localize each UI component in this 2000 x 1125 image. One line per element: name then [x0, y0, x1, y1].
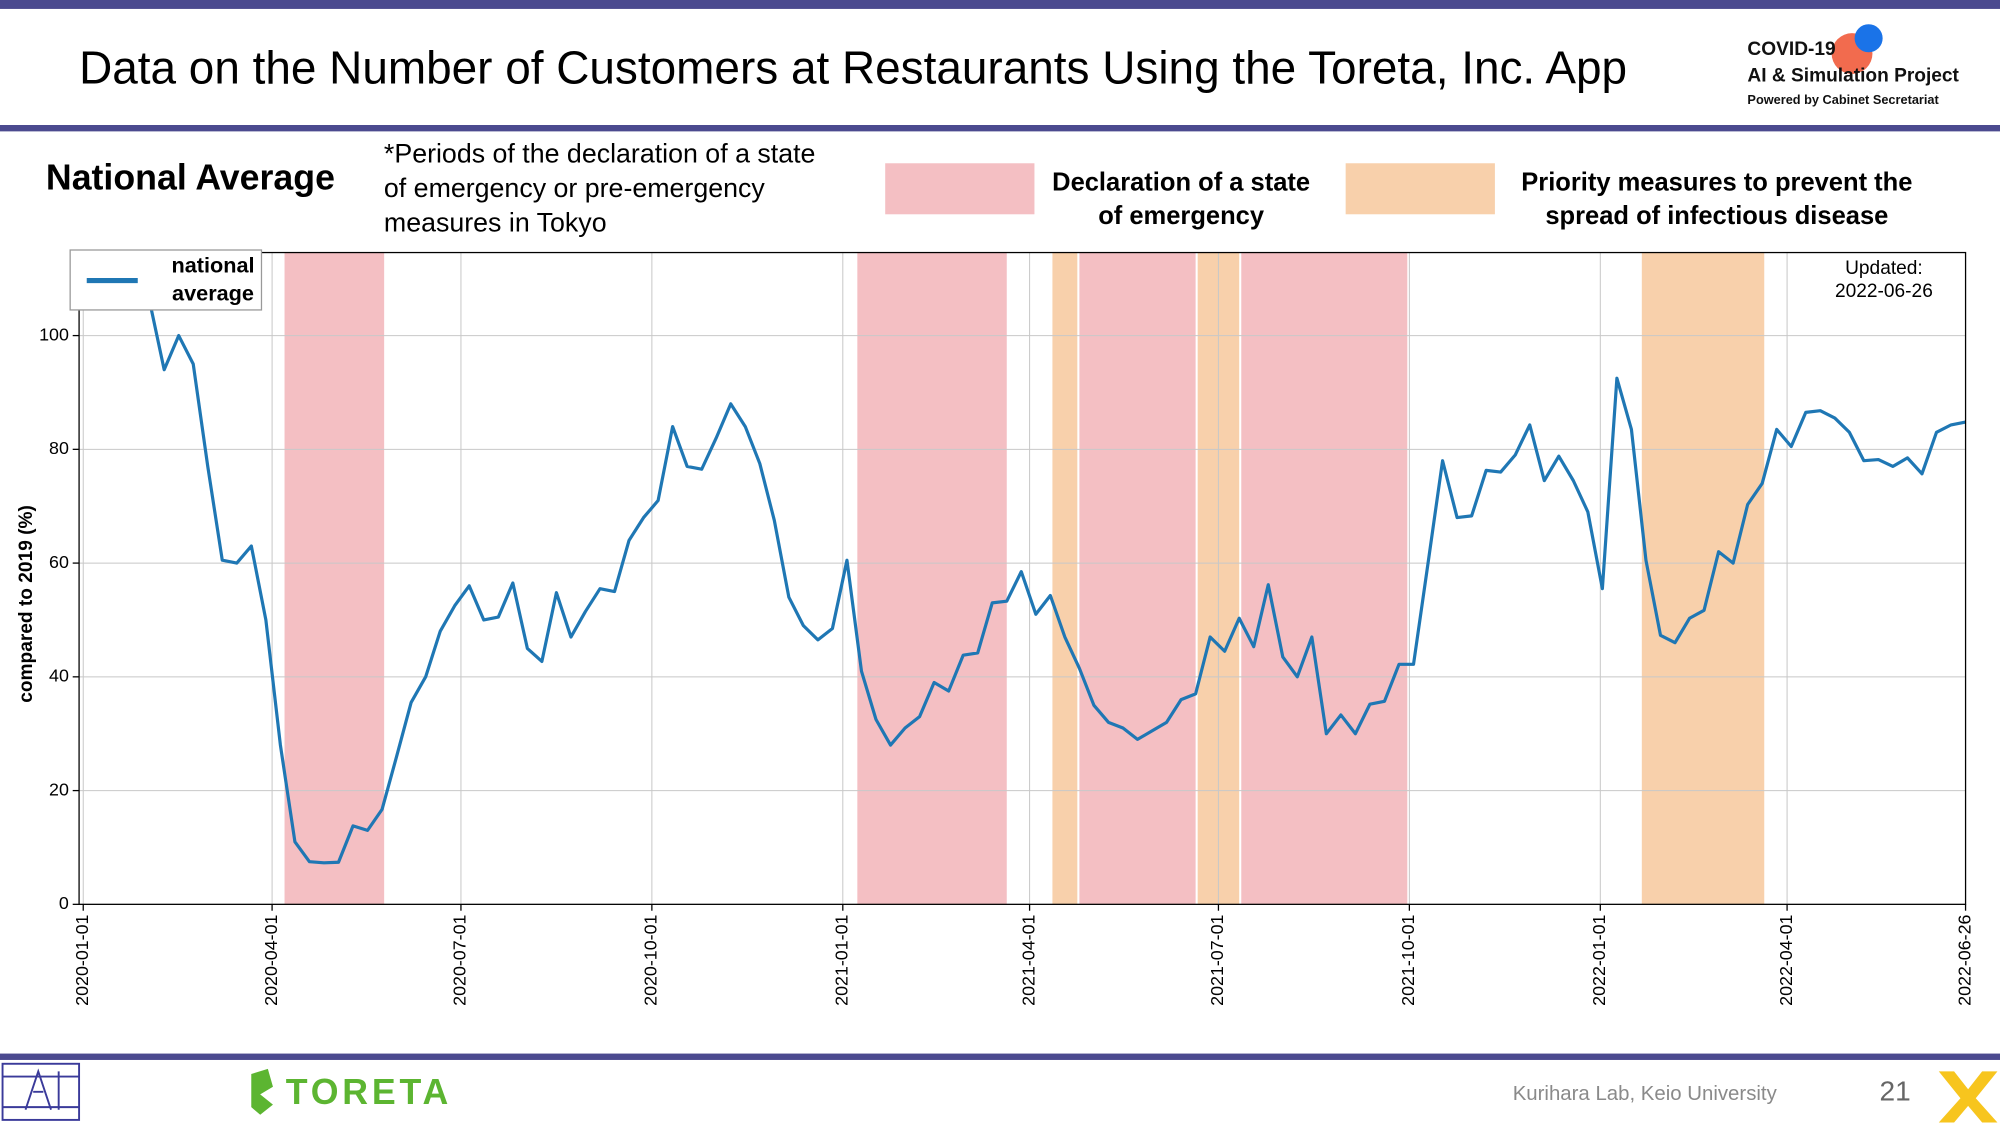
- x-tick-label: 2020-07-01: [450, 914, 470, 1005]
- x-tick-label: 2022-01-01: [1589, 914, 1609, 1005]
- period-band: [1052, 252, 1078, 905]
- legend-box: [69, 249, 263, 311]
- top-bar: [0, 0, 2000, 9]
- page-number: 21: [1880, 1076, 1911, 1107]
- brand-icon: [251, 1068, 273, 1115]
- x-tick-label: 2022-04-01: [1776, 914, 1796, 1005]
- y-tick-label: 0: [59, 893, 69, 913]
- x-tick-label: 2021-01-01: [832, 914, 852, 1005]
- x-tick-label: 2020-10-01: [641, 914, 661, 1005]
- legend-label: national average: [171, 252, 254, 305]
- y-tick-label: 20: [49, 779, 69, 799]
- plot: 0 20 40 60 80 100 2020-01-01 2020-04-01 2020-07-…: [16, 249, 1974, 1006]
- period-band: [1079, 252, 1196, 905]
- y-tick-label: 40: [49, 666, 69, 686]
- y-axis-label: compared to 2019 (%): [16, 505, 37, 703]
- x-tick-label: 2022-06-26: [1954, 914, 1974, 1005]
- legend-label: Declaration of a state of emergency: [1052, 168, 1310, 229]
- x-tick-label: 2021-07-01: [1207, 914, 1227, 1005]
- footer-rule: [0, 1053, 2000, 1060]
- footer-credit: Kurihara Lab, Keio University: [1513, 1083, 1778, 1105]
- period-band: [1641, 252, 1765, 905]
- lab-logo: [1, 1062, 81, 1121]
- chart-subtitle: *Periods of the declaration of a state of…: [384, 139, 816, 238]
- legend-label: Priority measures to prevent the spread o…: [1521, 168, 1912, 229]
- legend-swatch: [1345, 163, 1495, 215]
- y-tick-label: 80: [49, 438, 69, 458]
- brand-text: TORETA: [286, 1072, 452, 1112]
- plot-frame: [78, 251, 1967, 905]
- x-tick-label: 2021-04-01: [1018, 914, 1038, 1005]
- chart-title: National Average: [46, 157, 335, 197]
- period-band: [1241, 252, 1408, 905]
- header-rule: [0, 125, 2000, 132]
- logo-text: AI & Simulation Project: [1747, 66, 1959, 87]
- annotation: Updated: 2022-06-26: [1835, 258, 1933, 302]
- logo-subtext: Powered by Cabinet Secretariat: [1747, 92, 1939, 107]
- period-band: [857, 252, 1007, 905]
- legend-swatch: [885, 163, 1035, 215]
- x-tick-label: 2020-04-01: [261, 914, 281, 1005]
- logo-dot: [1854, 24, 1883, 53]
- y-tick-label: 100: [39, 324, 69, 344]
- y-tick-label: 60: [49, 552, 69, 572]
- slide-title: Data on the Number of Customers at Resta…: [79, 42, 1627, 94]
- logo-text: COVID-19: [1747, 39, 1835, 60]
- series-line: [148, 301, 1966, 865]
- period-band: [284, 252, 385, 905]
- corner-logo: [1938, 1071, 1998, 1123]
- x-tick-label: 2020-01-01: [72, 914, 92, 1005]
- x-tick-label: 2021-10-01: [1398, 914, 1418, 1005]
